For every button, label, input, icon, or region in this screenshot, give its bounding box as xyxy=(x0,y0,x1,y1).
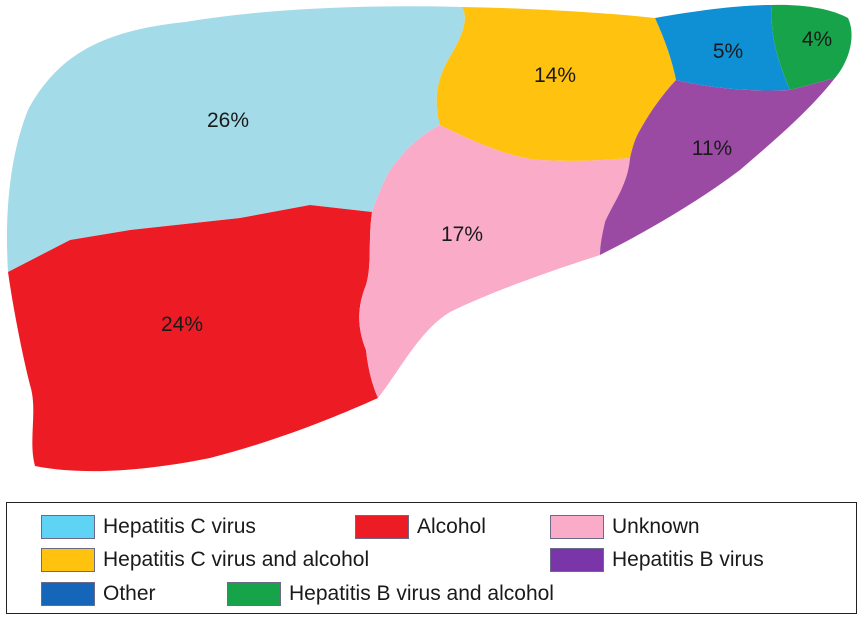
legend-item-alcohol: Alcohol xyxy=(355,514,486,540)
region-hepatitis-c-and-alcohol xyxy=(436,7,676,161)
region-other xyxy=(655,5,790,91)
legend-label: Alcohol xyxy=(417,515,486,538)
legend: Hepatitis C virus Alcohol Unknown Hepati… xyxy=(6,502,857,614)
label-hepatitis-c-virus: 26% xyxy=(207,109,249,132)
legend-item-hepatitis-c-virus: Hepatitis C virus xyxy=(41,514,256,540)
region-unknown xyxy=(359,125,630,398)
legend-swatch xyxy=(227,582,281,606)
legend-label: Hepatitis C virus and alcohol xyxy=(103,548,370,571)
legend-item-other: Other xyxy=(41,581,156,607)
legend-swatch xyxy=(355,515,409,539)
legend-item-hepatitis-c-and-alcohol: Hepatitis C virus and alcohol xyxy=(41,547,369,573)
region-alcohol xyxy=(8,205,378,472)
label-alcohol: 24% xyxy=(161,313,203,336)
region-hepatitis-c-virus xyxy=(7,6,465,272)
legend-item-hepatitis-b-virus: Hepatitis B virus xyxy=(550,547,764,573)
legend-label: Other xyxy=(103,582,156,605)
label-other: 5% xyxy=(713,40,743,63)
label-unknown: 17% xyxy=(441,223,483,246)
label-hepatitis-b-and-alcohol: 4% xyxy=(802,28,832,51)
legend-swatch xyxy=(41,548,95,572)
region-hepatitis-b-and-alcohol xyxy=(771,4,852,91)
legend-label: Hepatitis C virus xyxy=(103,515,256,538)
legend-label: Hepatitis B virus and alcohol xyxy=(289,582,554,605)
label-hepatitis-c-and-alcohol: 14% xyxy=(534,64,576,87)
legend-label: Hepatitis B virus xyxy=(612,548,764,571)
legend-swatch xyxy=(41,515,95,539)
legend-swatch xyxy=(550,548,604,572)
legend-label: Unknown xyxy=(612,515,700,538)
region-hepatitis-b-virus xyxy=(600,78,835,255)
legend-item-unknown: Unknown xyxy=(550,514,700,540)
liver-chart: 26% 24% 17% 14% 11% 5% 4% xyxy=(7,4,852,472)
label-hepatitis-b-virus: 11% xyxy=(692,137,732,160)
legend-swatch xyxy=(41,582,95,606)
legend-swatch xyxy=(550,515,604,539)
legend-item-hepatitis-b-and-alcohol: Hepatitis B virus and alcohol xyxy=(227,581,554,607)
